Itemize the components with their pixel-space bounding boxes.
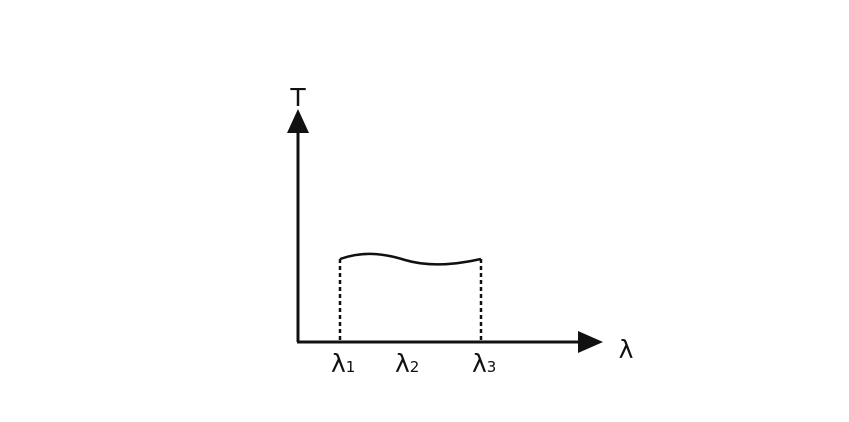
- x-axis-arrowhead: [578, 331, 603, 353]
- x-axis-label: λ: [619, 335, 634, 364]
- tick-label-lambda2: λ2: [395, 349, 419, 378]
- tick-label-lambda3: λ3: [472, 349, 496, 378]
- tick-label-lambda1: λ1: [331, 349, 355, 378]
- y-axis-arrowhead: [287, 109, 309, 133]
- transmittance-curve: [339, 252, 482, 266]
- y-axis-label: T: [289, 83, 306, 112]
